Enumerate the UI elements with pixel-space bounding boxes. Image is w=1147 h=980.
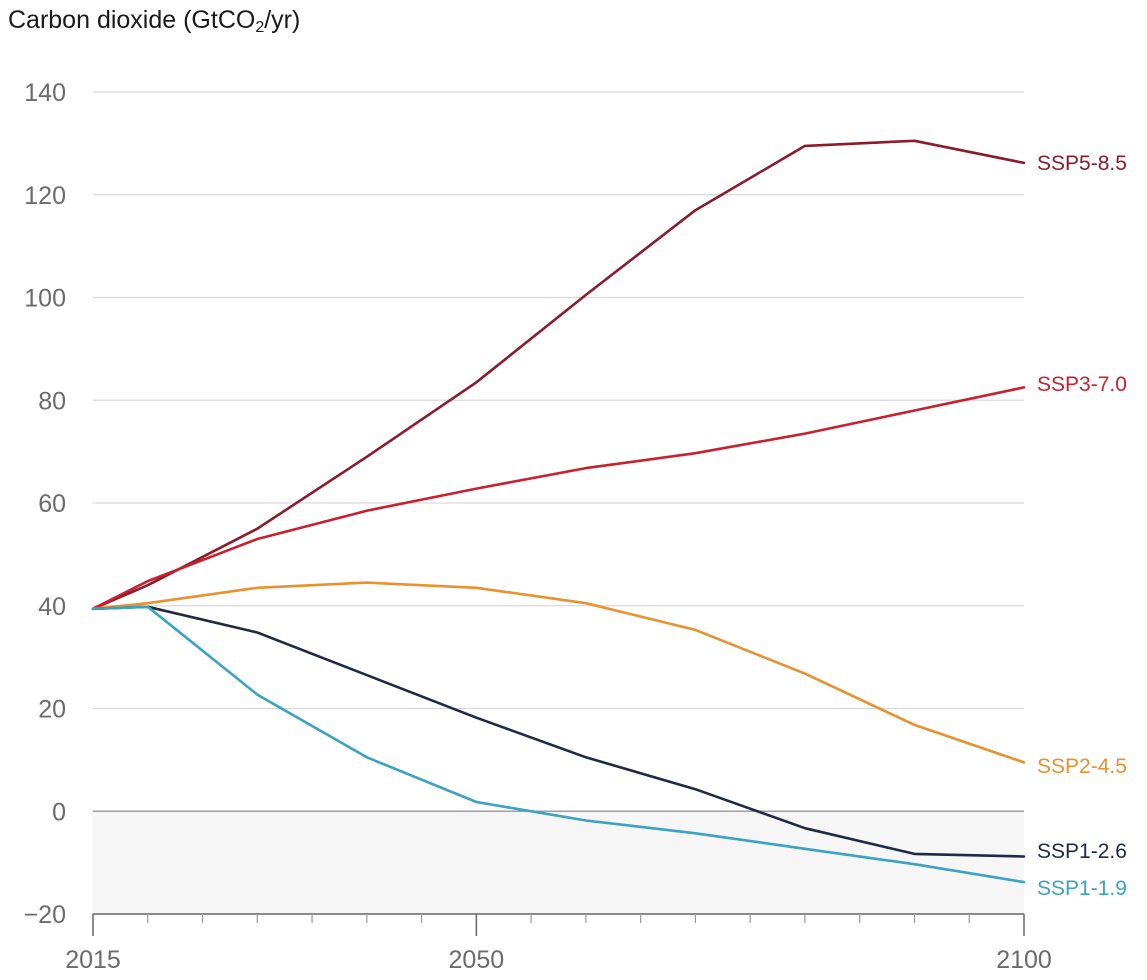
series-line-ssp1-2.6 — [91, 605, 1026, 858]
negative-region — [93, 811, 1024, 914]
chart-title: Carbon dioxide (GtCO2/yr) — [8, 6, 300, 37]
series-label-ssp1-1.9: SSP1-1.9 — [1037, 877, 1127, 900]
x-tick-label: 2100 — [996, 946, 1052, 974]
series-line-ssp5-8.5 — [91, 139, 1026, 611]
y-tick-label: 60 — [38, 490, 66, 518]
y-tick-label: 0 — [52, 798, 66, 826]
y-tick-label: 80 — [38, 387, 66, 415]
y-tick-label: −20 — [24, 901, 66, 929]
series-line-ssp1-1.9 — [91, 605, 1026, 884]
series-line-ssp3-7.0 — [91, 386, 1026, 611]
y-tick-label: 100 — [24, 285, 66, 313]
y-axis-tick-labels: −20 0 20 40 60 80 100 120 140 — [24, 79, 66, 929]
series-label-ssp2-4.5: SSP2-4.5 — [1037, 755, 1127, 778]
y-tick-label: 40 — [38, 593, 66, 621]
series-label-ssp3-7.0: SSP3-7.0 — [1037, 373, 1127, 396]
series-line-ssp2-4.5 — [91, 581, 1026, 764]
series-label-ssp5-8.5: SSP5-8.5 — [1037, 152, 1127, 175]
y-tick-label: 140 — [24, 79, 66, 107]
grid-lines — [93, 91, 1024, 812]
x-axis: 2015 2050 2100 — [65, 913, 1052, 974]
series-labels: SSP5-8.5 SSP3-7.0 SSP2-4.5 SSP1-2.6 SSP1-1.9 — [1037, 152, 1127, 900]
chart-title-text: Carbon dioxide (GtCO — [8, 6, 256, 34]
series-label-ssp1-2.6: SSP1-2.6 — [1037, 840, 1127, 863]
chart-title-subscript: 2 — [255, 19, 265, 36]
x-tick-label: 2015 — [65, 946, 121, 974]
x-tick-label: 2050 — [449, 946, 505, 974]
chart-title-suffix: /yr) — [264, 6, 301, 34]
y-tick-label: 20 — [38, 696, 66, 724]
series-lines — [91, 139, 1026, 884]
y-tick-label: 120 — [24, 182, 66, 210]
negative-region-shade — [93, 811, 1024, 914]
